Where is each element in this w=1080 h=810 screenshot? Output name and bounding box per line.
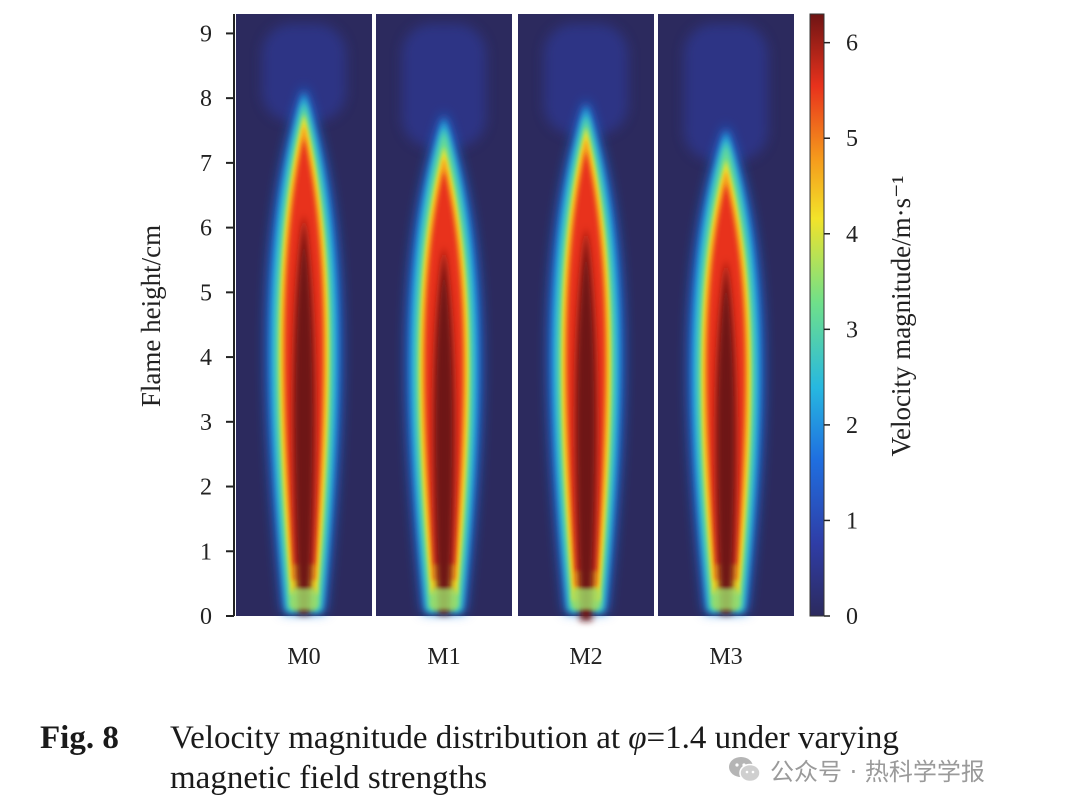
flame-core (715, 259, 737, 615)
flame-base (712, 588, 740, 610)
colorbar-tick-label: 1 (846, 508, 858, 534)
heatmap-panel-m2 (518, 14, 654, 621)
y-tick-label: 7 (200, 151, 212, 177)
colorbar-tick-label: 3 (846, 317, 858, 343)
flame-core (293, 214, 315, 615)
figure-chart: 0 1 2 3 4 5 6 7 8 9 0 1 2 3 4 5 6 M0 M1 M2 M3 Flame height… (136, 13, 916, 670)
heatmap-panel-m1 (376, 14, 512, 616)
flame-base (290, 588, 318, 610)
watermark-text: 公众号 · 热科学学报 (770, 758, 985, 786)
panel-label-m1: M1 (427, 644, 460, 670)
watermark: 公众号 · 热科学学报 (728, 752, 985, 787)
colorbar-tick-label: 2 (846, 413, 858, 439)
y-tick-label: 2 (200, 475, 212, 501)
y-tick-label: 9 (200, 21, 212, 47)
flame-plume (262, 24, 346, 122)
panel-label-m0: M0 (287, 644, 320, 670)
y-tick-label: 0 (200, 604, 212, 630)
wechat-icon (729, 756, 761, 782)
flame-core (433, 246, 455, 615)
panel-label-m2: M2 (569, 644, 602, 670)
colorbar: 0 1 2 3 4 5 6 (809, 13, 858, 630)
heatmap-panel-m0 (236, 14, 372, 616)
colorbar-title: Velocity magnitude/m·s⁻¹ (886, 175, 916, 456)
y-tick-label: 6 (200, 216, 212, 242)
y-tick-label: 8 (200, 86, 212, 112)
panel-label-m3: M3 (709, 644, 742, 670)
colorbar-tick-label: 4 (846, 222, 858, 248)
y-tick-label: 3 (200, 410, 212, 436)
y-tick-label: 4 (200, 345, 212, 371)
y-axis: 0 1 2 3 4 5 6 7 8 9 (200, 14, 235, 630)
flame-plume (684, 24, 768, 161)
flame-plume (544, 24, 628, 135)
panel-separator (514, 14, 518, 616)
heatmap-panel-m3 (658, 14, 794, 616)
y-tick-label: 5 (200, 280, 212, 306)
flame-base (430, 588, 458, 610)
caption-symbol: φ (628, 720, 647, 756)
caption-line-2: magnetic field strengths (170, 760, 488, 796)
y-axis-title: Flame height/cm (136, 225, 166, 407)
y-tick-label: 1 (200, 539, 212, 565)
caption-label: Fig. 8 (40, 720, 119, 756)
flame-plume (402, 24, 486, 148)
colorbar-tick-label: 6 (846, 31, 858, 57)
colorbar-tick-label: 0 (846, 604, 858, 630)
panel-separator (654, 14, 658, 616)
flame-base (572, 588, 600, 610)
caption-text-after: =1.4 under varying (646, 720, 899, 756)
colorbar-gradient (809, 13, 825, 617)
colorbar-tick-label: 5 (846, 126, 858, 152)
panel-labels: M0 M1 M2 M3 (287, 644, 742, 670)
heatmap-panels (236, 14, 794, 621)
flame-core (575, 226, 597, 621)
panel-separator (372, 14, 376, 616)
figure-caption: Fig. 8 Velocity magnitude distribution at… (40, 718, 1040, 798)
caption-text-before: Velocity magnitude distribution at (170, 720, 629, 756)
